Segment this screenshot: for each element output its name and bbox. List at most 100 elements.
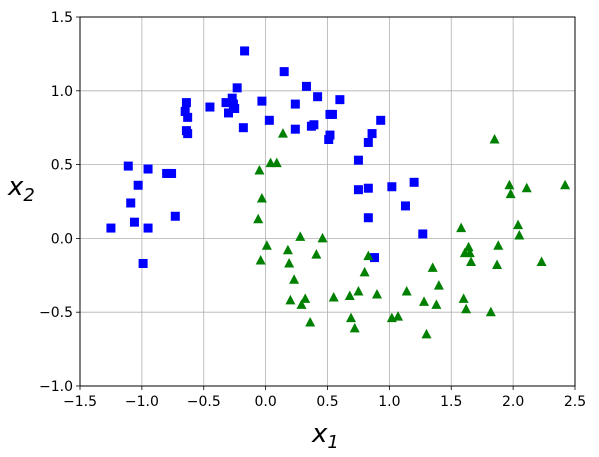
triangle-point bbox=[505, 188, 516, 199]
x-axis-label-subscript: 1 bbox=[327, 432, 338, 453]
y-tick-label: −1.0 bbox=[39, 379, 73, 395]
square-point bbox=[123, 161, 133, 171]
x-tick-label: −1.5 bbox=[63, 394, 97, 410]
square-point bbox=[363, 183, 373, 193]
triangle-point bbox=[421, 328, 432, 339]
triangle-point bbox=[427, 262, 438, 272]
square-point bbox=[238, 123, 248, 133]
triangle-point bbox=[456, 222, 467, 233]
square-point bbox=[230, 104, 240, 114]
triangle-point bbox=[463, 241, 474, 252]
square-point bbox=[309, 120, 319, 130]
square-point bbox=[138, 258, 148, 268]
square-point bbox=[290, 124, 300, 134]
square-point bbox=[335, 95, 345, 105]
square-point bbox=[106, 223, 116, 233]
square-point bbox=[183, 112, 193, 122]
triangle-point bbox=[305, 317, 316, 327]
triangle-point bbox=[560, 179, 571, 190]
triangle-point bbox=[328, 291, 339, 302]
square-point bbox=[240, 46, 250, 56]
x-tick-label: 1.0 bbox=[378, 394, 400, 410]
x-axis-label: x1 bbox=[311, 419, 339, 453]
x-axis-ticks: −1.5 −1.0 −0.5 0.0 0.5 1.0 1.5 2.0 2.5 bbox=[63, 386, 586, 410]
square-point bbox=[325, 130, 335, 140]
triangle-point bbox=[277, 128, 288, 138]
square-point bbox=[279, 67, 289, 77]
triangle-point bbox=[271, 157, 282, 168]
y-axis-label: x2 bbox=[7, 172, 35, 206]
square-point bbox=[367, 129, 377, 139]
square-point bbox=[363, 137, 373, 147]
triangle-point bbox=[372, 288, 382, 299]
triangle-point bbox=[289, 274, 300, 284]
triangle-point bbox=[363, 250, 374, 261]
y-axis-ticks: −1.0 −0.5 0.0 0.5 1.0 1.5 bbox=[39, 10, 80, 395]
triangle-point bbox=[253, 213, 264, 224]
square-point bbox=[257, 96, 267, 106]
triangle-point bbox=[401, 286, 412, 296]
triangle-point bbox=[344, 290, 355, 300]
y-axis-label-base: x bbox=[7, 172, 24, 202]
y-tick-label: 1.5 bbox=[51, 10, 73, 26]
square-point bbox=[221, 98, 231, 108]
y-tick-label: 0.0 bbox=[51, 231, 73, 247]
square-point bbox=[353, 185, 363, 195]
triangle-point bbox=[254, 165, 265, 175]
x-tick-label: 0.5 bbox=[316, 394, 338, 410]
square-point bbox=[133, 180, 143, 190]
x-tick-label: −0.5 bbox=[187, 394, 221, 410]
square-point bbox=[353, 155, 363, 165]
x-axis-label-base: x bbox=[311, 419, 328, 449]
square-point bbox=[376, 115, 386, 125]
square-point bbox=[181, 98, 191, 108]
triangle-point bbox=[282, 244, 293, 255]
square-point bbox=[232, 83, 242, 93]
square-point bbox=[143, 223, 153, 233]
triangle-point bbox=[464, 247, 475, 258]
y-axis-label-subscript: 2 bbox=[23, 185, 34, 206]
triangle-point bbox=[493, 240, 504, 250]
x-tick-label: 1.5 bbox=[440, 394, 462, 410]
x-tick-label: 2.5 bbox=[564, 394, 586, 410]
triangle-point bbox=[433, 280, 444, 290]
x-tick-label: −1.0 bbox=[125, 394, 159, 410]
y-tick-label: 1.0 bbox=[51, 84, 73, 100]
square-point bbox=[418, 229, 428, 239]
triangle-point bbox=[296, 299, 307, 309]
triangle-point bbox=[466, 256, 477, 267]
triangle-point bbox=[295, 231, 306, 241]
triangle-point bbox=[513, 219, 524, 230]
triangle-point bbox=[349, 322, 360, 333]
square-point bbox=[180, 106, 190, 116]
square-point bbox=[129, 217, 139, 227]
x-tick-label: 0.0 bbox=[254, 394, 276, 410]
triangle-point bbox=[256, 193, 267, 203]
square-point bbox=[327, 109, 337, 119]
square-point bbox=[183, 129, 193, 139]
data-points bbox=[106, 46, 571, 339]
square-point bbox=[264, 115, 274, 125]
square-point bbox=[162, 168, 172, 178]
square-point bbox=[227, 93, 237, 103]
triangle-point bbox=[489, 134, 500, 144]
triangle-point bbox=[284, 257, 295, 268]
triangle-point bbox=[521, 182, 532, 193]
triangle-point bbox=[311, 249, 322, 259]
triangle-point bbox=[431, 299, 442, 309]
triangle-point bbox=[346, 312, 357, 323]
triangle-point bbox=[536, 256, 547, 267]
triangle-point bbox=[317, 232, 328, 243]
triangle-point bbox=[514, 229, 525, 240]
triangle-point bbox=[485, 306, 496, 317]
triangle-point bbox=[261, 240, 272, 250]
square-point bbox=[370, 253, 380, 263]
y-tick-label: 0.5 bbox=[51, 158, 73, 174]
square-point bbox=[167, 168, 177, 178]
x-tick-label: 2.0 bbox=[502, 394, 524, 410]
square-point bbox=[205, 102, 215, 112]
square-point bbox=[387, 182, 397, 192]
triangle-point bbox=[300, 293, 311, 303]
triangle-point bbox=[504, 179, 515, 190]
square-point bbox=[224, 108, 233, 118]
